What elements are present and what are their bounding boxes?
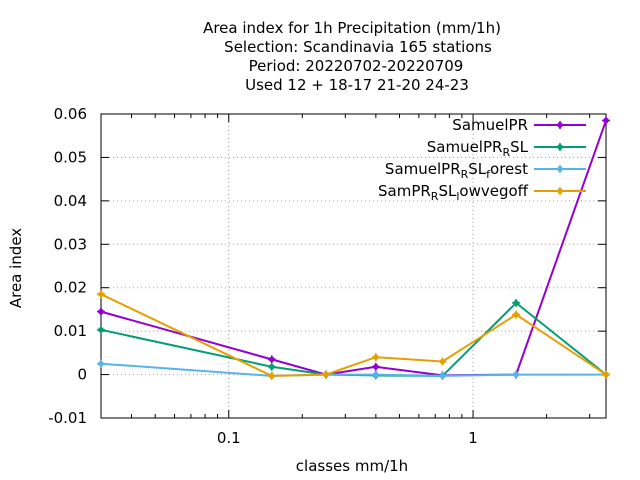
series-2-point-4: [438, 371, 447, 380]
series-2-point-0: [97, 359, 105, 368]
y-tick-label: -0.01: [48, 409, 87, 427]
series-1-point-1: [267, 362, 276, 371]
legend-label-1: SamuelPRRSL: [427, 138, 529, 159]
series-layer: [97, 116, 610, 380]
x-axis-label: classes mm/1h: [296, 457, 408, 475]
legend-sample-marker-2: [556, 165, 564, 173]
legend: SamuelPRSamuelPRRSLSamuelPRRSLforestSamP…: [378, 116, 586, 203]
series-3-point-1: [267, 371, 276, 380]
legend-sample-marker-1: [556, 143, 564, 151]
axes: -0.01 0 0.01 0.02 0.03 0.04 0.05 0.06 0.1 1: [48, 105, 607, 447]
series-0-point-6: [602, 116, 610, 125]
series-3-point-5: [512, 310, 521, 319]
legend-label-subscript: R: [431, 190, 439, 203]
legend-label-subscript-2: l: [456, 190, 459, 203]
plot-frame: [100, 113, 607, 419]
y-tick-label: 0.02: [54, 279, 87, 297]
y-tick-label: 0.03: [54, 235, 87, 253]
y-tick-label: 0.06: [54, 105, 87, 123]
legend-label-tail: SL: [510, 138, 529, 156]
series-3-point-4: [438, 357, 447, 366]
x-tick-label: 0.1: [217, 429, 241, 447]
legend-label-2: SamuelPRRSLforest: [385, 160, 528, 181]
legend-label-main: SamuelPR: [427, 138, 503, 156]
legend-label-main: SamuelPR: [385, 160, 461, 178]
series-3-point-3: [371, 353, 380, 362]
legend-label-tail-2: owvegoff: [459, 182, 528, 200]
title-line-4: Used 12 + 18-17 21-20 24-23: [245, 76, 469, 94]
series-3-point-0: [97, 290, 105, 299]
chart-title: Area index for 1h Precipitation (mm/1h) …: [203, 19, 501, 94]
y-tick-label: 0.05: [54, 148, 87, 166]
legend-sample-marker-3: [556, 187, 564, 195]
series-1-point-5: [512, 298, 521, 307]
legend-label-0: SamuelPR: [452, 116, 528, 134]
legend-label-main: SamPR: [378, 182, 431, 200]
series-2-point-3: [371, 370, 380, 379]
legend-label-tail: SL: [438, 182, 457, 200]
y-tick-label: 0: [77, 366, 87, 384]
series-3-point-2: [321, 370, 330, 379]
series-line-0: [100, 120, 607, 377]
legend-label-subscript: R: [461, 168, 469, 181]
series-0-point-3: [371, 362, 380, 371]
y-tick-label: 0.01: [54, 322, 87, 340]
series-1-point-0: [97, 325, 105, 334]
series-0-point-0: [97, 307, 105, 316]
legend-label-tail-2: orest: [490, 160, 528, 178]
y-tick-label: 0.04: [54, 192, 87, 210]
title-line-3: Period: 20220702-20220709: [249, 57, 464, 75]
legend-label-subscript: R: [502, 146, 510, 159]
legend-label-main: SamuelPR: [452, 116, 528, 134]
y-axis-label: Area index: [7, 228, 25, 308]
legend-label-tail: SL: [468, 160, 487, 178]
series-0-point-1: [267, 355, 276, 364]
legend-label-subscript-2: f: [486, 168, 491, 181]
series-2-point-5: [512, 370, 521, 379]
legend-sample-marker-0: [556, 121, 564, 129]
series-3-point-6: [602, 370, 610, 379]
legend-label-3: SamPRRSLlowvegoff: [378, 182, 529, 203]
x-tick-label: 1: [468, 429, 478, 447]
title-line-1: Area index for 1h Precipitation (mm/1h): [203, 19, 501, 37]
title-line-2: Selection: Scandinavia 165 stations: [224, 38, 492, 56]
grid: [101, 114, 606, 418]
